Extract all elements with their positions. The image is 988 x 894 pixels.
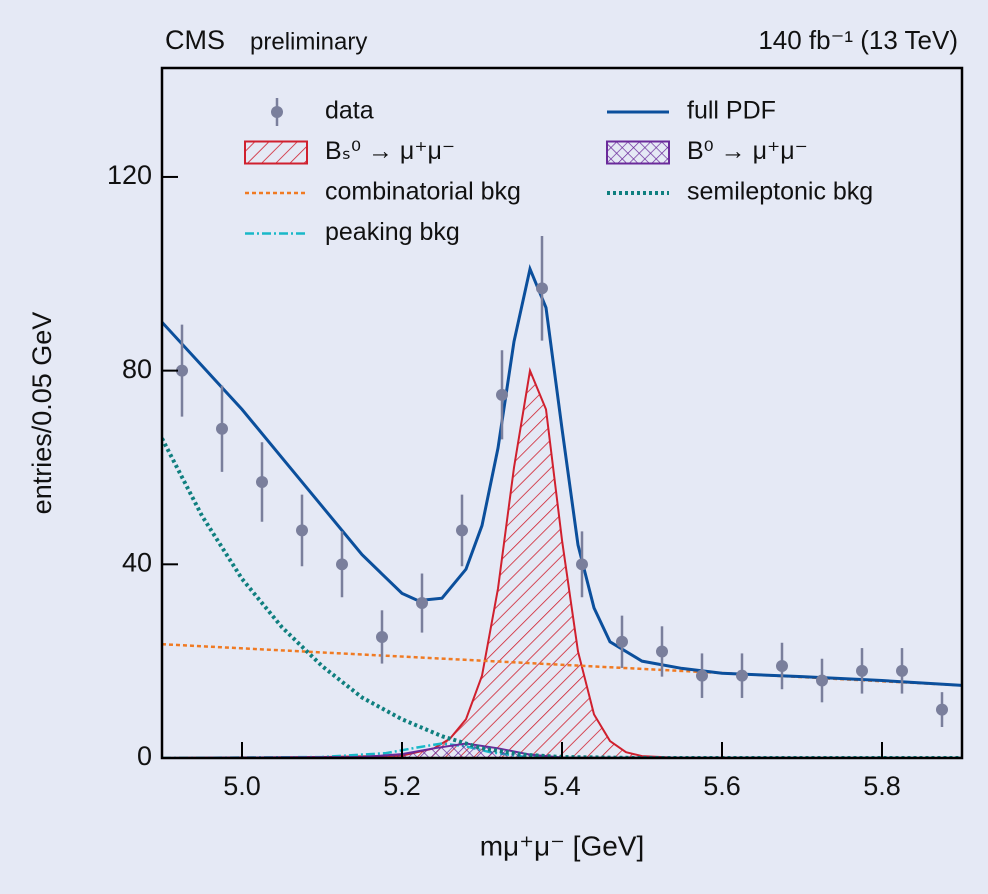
legend-swatch (606, 140, 670, 165)
data-point (376, 630, 388, 643)
legend-item: B⁰ → μ⁺μ⁻ (606, 137, 808, 165)
data-point (656, 645, 668, 658)
data-point (536, 282, 548, 295)
legend-label: data (325, 97, 374, 125)
data-point (816, 674, 828, 687)
x-tick-label: 5.2 (383, 771, 421, 801)
data-point (496, 388, 508, 401)
x-axis-label: mμ⁺μ⁻ [GeV] (480, 830, 645, 861)
y-tick-label: 80 (122, 354, 152, 384)
data-point (736, 669, 748, 682)
legend-swatch (244, 140, 308, 165)
legend-marker (271, 106, 283, 118)
data-point (616, 635, 628, 648)
x-tick-label: 5.8 (863, 771, 901, 801)
legend-label: full PDF (687, 97, 776, 125)
data-point (176, 364, 188, 377)
y-tick-label: 40 (122, 547, 152, 577)
legend-item: Bₛ⁰ → μ⁺μ⁻ (244, 137, 455, 165)
data-point (696, 669, 708, 682)
y-tick-label: 120 (107, 160, 152, 190)
data-point (296, 524, 308, 537)
data-point (936, 703, 948, 716)
legend-label: semileptonic bkg (687, 178, 873, 206)
legend-item: full PDF (607, 97, 776, 125)
data-point (216, 422, 228, 435)
legend-label: combinatorial bkg (325, 178, 521, 206)
x-tick-label: 5.0 (223, 771, 261, 801)
x-tick-label: 5.4 (543, 771, 581, 801)
lumi: 140 fb⁻¹ (13 TeV) (758, 25, 958, 55)
y-axis-label: entries/0.05 GeV (27, 312, 57, 515)
data-point (896, 664, 908, 677)
legend-item: peaking bkg (245, 218, 460, 246)
legend-label: Bₛ⁰ → μ⁺μ⁻ (325, 137, 455, 165)
experiment: CMS (165, 25, 225, 55)
data-point (456, 524, 468, 537)
data-point (776, 660, 788, 672)
curve (162, 263, 962, 687)
data-point (576, 558, 588, 571)
status: preliminary (250, 28, 367, 55)
legend-label: peaking bkg (325, 218, 460, 246)
plot-area (162, 236, 962, 758)
legend-item: semileptonic bkg (607, 178, 873, 206)
area (162, 370, 962, 758)
legend-item: combinatorial bkg (245, 178, 521, 206)
x-tick-label: 5.6 (703, 771, 741, 801)
legend-label: B⁰ → μ⁺μ⁻ (687, 137, 808, 165)
data-point (256, 476, 268, 488)
y-tick-label: 0 (137, 741, 152, 771)
data-point (856, 664, 868, 677)
data-point (336, 558, 348, 571)
legend-item: data (271, 97, 374, 126)
data-point (416, 597, 428, 610)
